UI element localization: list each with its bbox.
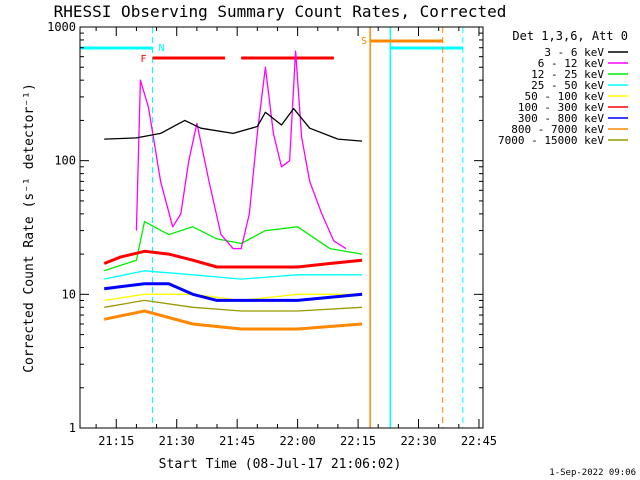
chart-title: RHESSI Observing Summary Count Rates, Co… xyxy=(54,2,507,21)
timestamp-label: 1-Sep-2022 09:06 xyxy=(549,468,636,478)
y-tick-label: 1000 xyxy=(47,20,76,34)
axes: 1 10 100 1000 21:15 21:30 21:45 22:00 22:15 22:30… xyxy=(47,20,497,448)
series-line xyxy=(104,293,363,302)
legend-label: 100 - 300 keV xyxy=(518,101,604,114)
series-line xyxy=(103,309,363,331)
y-tick-label: 100 xyxy=(54,154,76,168)
plot-area: N S F xyxy=(80,27,464,428)
series-line xyxy=(135,50,347,250)
series-line xyxy=(103,220,363,272)
legend-title: Det 1,3,6, Att 0 xyxy=(512,29,628,43)
plot-frame xyxy=(79,26,484,429)
y-tick-label: 10 xyxy=(62,287,76,301)
saa-label: S xyxy=(361,36,367,47)
y-axis-label: Corrected Count Rate (s⁻¹ detector⁻¹) xyxy=(22,83,37,373)
series-line xyxy=(104,107,363,142)
legend-label: 300 - 800 keV xyxy=(518,112,604,125)
legend-label: 800 - 7000 keV xyxy=(511,123,604,136)
legend-label: 7000 - 15000 keV xyxy=(498,134,604,147)
legend-label: 25 - 50 keV xyxy=(531,79,604,92)
x-tick-label: 22:45 xyxy=(461,434,497,448)
series-line xyxy=(103,249,363,269)
x-tick-label: 22:30 xyxy=(400,434,436,448)
x-tick-label: 21:15 xyxy=(98,434,134,448)
y-tick-label: 1 xyxy=(69,421,76,435)
x-tick-label: 22:15 xyxy=(340,434,376,448)
legend-label: 12 - 25 keV xyxy=(531,68,604,81)
x-tick-label: 22:00 xyxy=(280,434,316,448)
night-label: N xyxy=(159,43,165,54)
series-line xyxy=(104,270,363,280)
flare-label: F xyxy=(141,54,147,65)
x-tick-label: 21:30 xyxy=(159,434,195,448)
x-axis-label: Start Time (08-Jul-17 21:06:02) xyxy=(159,457,402,472)
legend-label: 50 - 100 keV xyxy=(525,90,605,103)
series-line xyxy=(104,299,363,312)
legend-label: 3 - 6 keV xyxy=(544,46,604,59)
x-tick-label: 21:45 xyxy=(219,434,255,448)
series-line xyxy=(104,282,363,302)
legend-label: 6 - 12 keV xyxy=(538,57,605,70)
